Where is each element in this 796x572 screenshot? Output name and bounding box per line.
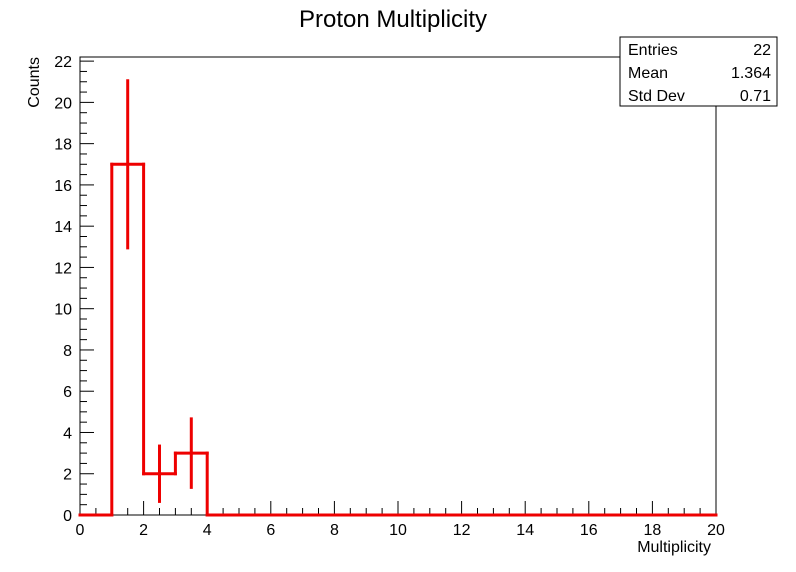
- x-tick-label: 2: [139, 522, 148, 539]
- y-axis-title: Counts: [26, 57, 43, 108]
- x-tick-label: 6: [266, 522, 275, 539]
- y-tick-label: 0: [63, 508, 72, 525]
- stats-entries-label: Entries: [628, 42, 678, 59]
- x-tick-label: 10: [389, 522, 407, 539]
- y-tick-label: 12: [54, 260, 72, 277]
- x-tick-label: 12: [453, 522, 471, 539]
- x-axis-ticks: [79, 501, 717, 515]
- x-tick-label: 20: [707, 522, 725, 539]
- y-axis-ticks: [80, 60, 94, 516]
- y-tick-label: 4: [63, 425, 72, 442]
- x-axis-title: Multiplicity: [637, 539, 711, 556]
- y-tick-label: 16: [54, 178, 72, 195]
- chart-title: Proton Multiplicity: [299, 6, 487, 33]
- y-tick-label: 10: [54, 302, 72, 319]
- x-tick-label: 4: [203, 522, 212, 539]
- y-tick-label: 22: [54, 54, 72, 71]
- y-tick-label: 6: [63, 384, 72, 401]
- stats-stddev-value: 0.71: [740, 88, 771, 105]
- y-axis-tick-labels: 0 2 4 6 8 10 12 14 16 18 20 22: [54, 54, 72, 525]
- x-tick-label: 18: [644, 522, 662, 539]
- error-bars: [126, 79, 193, 503]
- stats-box: Entries 22 Mean 1.364 Std Dev 0.71: [619, 36, 778, 107]
- y-tick-label: 14: [54, 219, 72, 236]
- stats-mean-label: Mean: [628, 65, 668, 82]
- y-tick-label: 8: [63, 343, 72, 360]
- y-tick-label: 18: [54, 137, 72, 154]
- y-tick-label: 2: [63, 467, 72, 484]
- x-axis-tick-labels: 0 2 4 6 8 10 12 14 16 18 20: [76, 522, 725, 539]
- x-tick-label: 8: [330, 522, 339, 539]
- stats-entries-value: 22: [753, 42, 771, 59]
- x-tick-label: 0: [76, 522, 85, 539]
- x-tick-label: 16: [580, 522, 598, 539]
- plot-frame: [79, 56, 717, 516]
- histogram-series: [78, 162, 718, 517]
- stats-mean-value: 1.364: [731, 65, 771, 82]
- stats-box-frame: [619, 36, 778, 107]
- y-tick-label: 20: [54, 95, 72, 112]
- x-tick-label: 14: [516, 522, 534, 539]
- stats-stddev-label: Std Dev: [628, 88, 685, 105]
